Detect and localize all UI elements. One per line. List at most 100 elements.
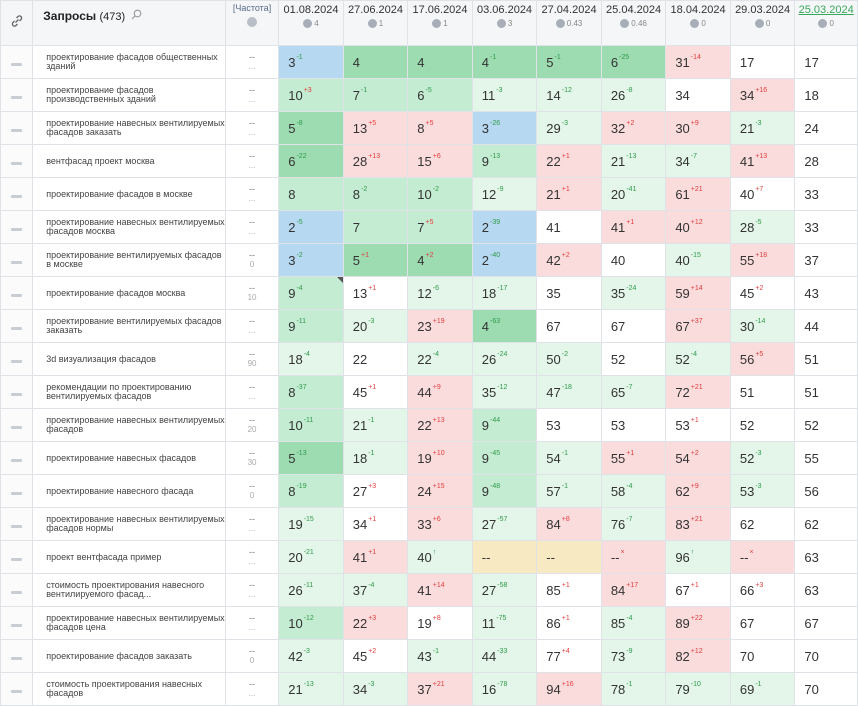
position-cell[interactable]: 59+14 (665, 276, 731, 310)
position-cell[interactable]: 22+3 (342, 606, 409, 640)
position-cell[interactable]: 51 (794, 375, 858, 409)
position-cell[interactable]: 7 (342, 210, 409, 244)
position-cell[interactable]: 52 (794, 408, 858, 442)
position-cell[interactable]: 12-9 (471, 177, 538, 211)
position-cell[interactable]: 21-1 (342, 408, 409, 442)
position-cell[interactable]: 2-39 (471, 210, 538, 244)
position-cell[interactable]: 4+2 (407, 243, 473, 277)
position-cell[interactable]: 9-45 (471, 441, 538, 475)
position-cell[interactable]: 58-4 (600, 474, 667, 508)
frequency-column-header[interactable]: [Частота] (224, 0, 280, 46)
position-cell[interactable]: 16-78 (471, 672, 538, 706)
position-cell[interactable]: 55+1 (600, 441, 667, 475)
position-cell[interactable]: 56+5 (729, 342, 796, 376)
position-cell[interactable]: 82+12 (665, 639, 731, 673)
query-text[interactable]: стоимость проектирования навесного венти… (32, 573, 226, 607)
position-cell[interactable]: 94+16 (536, 672, 602, 706)
position-cell[interactable]: 45+2 (729, 276, 796, 310)
position-cell[interactable]: 27-57 (471, 507, 538, 541)
position-cell[interactable]: 63 (794, 573, 858, 607)
position-cell[interactable]: 53 (600, 408, 667, 442)
query-text[interactable]: проектирование фасадов общественных здан… (32, 45, 226, 79)
row-toggle-icon[interactable] (11, 690, 23, 693)
query-text[interactable]: рекомендации по проектированию вентилиру… (32, 375, 226, 409)
position-cell[interactable]: 22 (342, 342, 409, 376)
position-cell[interactable]: 10+3 (278, 78, 344, 112)
position-cell[interactable]: 51 (794, 342, 858, 376)
query-text[interactable]: проектирование фасадов заказать (32, 639, 226, 673)
position-cell[interactable]: 8+5 (407, 111, 473, 145)
row-toggle-icon[interactable] (11, 426, 23, 429)
position-cell[interactable]: 70 (794, 672, 858, 706)
row-select-cell[interactable] (0, 177, 34, 211)
position-cell[interactable]: 85-4 (600, 606, 667, 640)
date-label[interactable]: 25.04.2024 (606, 4, 662, 16)
position-cell[interactable]: 84+17 (600, 573, 667, 607)
row-select-cell[interactable] (0, 342, 34, 376)
position-cell[interactable]: 76-7 (600, 507, 667, 541)
row-select-cell[interactable] (0, 375, 34, 409)
position-cell[interactable]: 13+5 (342, 111, 409, 145)
position-cell[interactable]: 55 (794, 441, 858, 475)
position-cell[interactable]: 22-4 (407, 342, 473, 376)
position-cell[interactable]: 55+18 (729, 243, 796, 277)
date-label[interactable]: 29.03.2024 (735, 4, 791, 16)
position-cell[interactable]: 62+9 (665, 474, 731, 508)
position-cell[interactable]: 14-12 (536, 78, 602, 112)
position-cell[interactable]: 86+1 (536, 606, 602, 640)
position-cell[interactable]: 34-7 (665, 144, 731, 178)
position-cell[interactable]: 19-15 (278, 507, 344, 541)
date-column-header[interactable]: 27.04.2024 0.43 (536, 0, 602, 46)
query-text[interactable]: проектирование фасадов в москве (32, 177, 226, 211)
position-cell[interactable]: 43-1 (407, 639, 473, 673)
position-cell[interactable]: 4 (342, 45, 409, 79)
position-cell[interactable]: 8-2 (342, 177, 409, 211)
query-text[interactable]: проектирование навесных вентилируемых фа… (32, 210, 226, 244)
position-cell[interactable]: 83+21 (665, 507, 731, 541)
position-cell[interactable]: 21-3 (729, 111, 796, 145)
query-text[interactable]: 3d визуализация фасадов (32, 342, 226, 376)
position-cell[interactable]: 65-7 (600, 375, 667, 409)
date-column-header[interactable]: 01.08.2024 4 (278, 0, 344, 46)
query-text[interactable]: стоимость проектирования навесных фасадо… (32, 672, 226, 706)
position-cell[interactable]: 3-26 (471, 111, 538, 145)
position-cell[interactable]: 41 (536, 210, 602, 244)
position-cell[interactable]: 50-2 (536, 342, 602, 376)
link-column-header[interactable] (0, 0, 34, 46)
query-text[interactable]: проектирование навесного фасада (32, 474, 226, 508)
position-cell[interactable]: 67+37 (665, 309, 731, 343)
query-text[interactable]: вентфасад проект москва (32, 144, 226, 178)
position-cell[interactable]: 3-2 (278, 243, 344, 277)
position-cell[interactable]: 44-33 (471, 639, 538, 673)
date-label[interactable]: 01.08.2024 (283, 4, 339, 16)
position-cell[interactable]: 67 (729, 606, 796, 640)
row-toggle-icon[interactable] (11, 195, 23, 198)
row-select-cell[interactable] (0, 639, 34, 673)
query-text[interactable]: проект вентфасада пример (32, 540, 226, 574)
position-cell[interactable]: 7-1 (342, 78, 409, 112)
row-toggle-icon[interactable] (11, 228, 23, 231)
position-cell[interactable]: 37-4 (342, 573, 409, 607)
position-cell[interactable]: 67 (600, 309, 667, 343)
position-cell[interactable]: 5-13 (278, 441, 344, 475)
position-cell[interactable]: 67 (794, 606, 858, 640)
row-toggle-icon[interactable] (11, 492, 23, 495)
position-cell[interactable]: 53 (536, 408, 602, 442)
position-cell[interactable]: 30-14 (729, 309, 796, 343)
position-cell[interactable]: 40+7 (729, 177, 796, 211)
position-cell[interactable]: 2-40 (471, 243, 538, 277)
position-cell[interactable]: 9-13 (471, 144, 538, 178)
position-cell[interactable]: 45+1 (342, 375, 409, 409)
date-label[interactable]: 03.06.2024 (477, 4, 533, 16)
row-toggle-icon[interactable] (11, 129, 23, 132)
position-cell[interactable]: 19+8 (407, 606, 473, 640)
position-cell[interactable]: 20-21 (278, 540, 344, 574)
position-cell[interactable]: 29-3 (536, 111, 602, 145)
position-cell[interactable]: 30+9 (665, 111, 731, 145)
position-cell[interactable]: 70 (729, 639, 796, 673)
position-cell[interactable]: -- (471, 540, 538, 574)
position-cell[interactable]: 5-1 (536, 45, 602, 79)
position-cell[interactable]: 27-58 (471, 573, 538, 607)
row-toggle-icon[interactable] (11, 162, 23, 165)
query-text[interactable]: проектирование навесных вентилируемых фа… (32, 507, 226, 541)
